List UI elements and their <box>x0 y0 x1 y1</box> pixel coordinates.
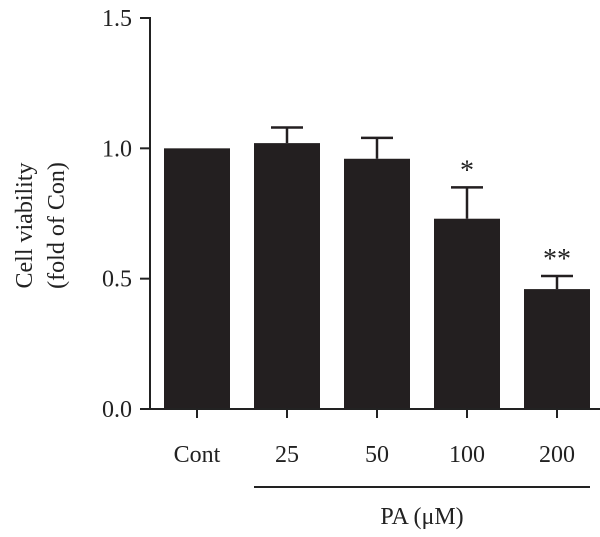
x-tick-label: Cont <box>174 442 221 468</box>
y-axis: 0.0 0.5 1.0 1.5 <box>102 6 151 423</box>
bar <box>254 143 320 409</box>
x-tick-label: 50 <box>365 442 389 468</box>
y-axis-title-line-1: Cell viability <box>12 163 38 289</box>
x-tick-label: 100 <box>449 442 485 468</box>
bar <box>344 158 410 409</box>
x-tick-label: 25 <box>275 442 299 468</box>
y-tick-label: 0.5 <box>102 267 132 293</box>
significance-marker: ** <box>543 244 571 275</box>
y-tick-label: 1.0 <box>102 136 132 162</box>
significance-marker: * <box>460 155 474 186</box>
bar <box>164 148 230 410</box>
y-tick-label: 1.5 <box>102 6 132 32</box>
bars: *** <box>164 126 590 410</box>
group-label: PA (μM) <box>380 504 463 530</box>
y-axis-title-line-2: (fold of Con) <box>44 162 70 289</box>
bar <box>434 218 500 409</box>
y-tick-label: 0.0 <box>102 397 132 423</box>
x-tick-label: 200 <box>539 442 575 468</box>
x-axis: Cont 25 50 100 200 <box>149 408 600 468</box>
bar <box>524 289 590 409</box>
